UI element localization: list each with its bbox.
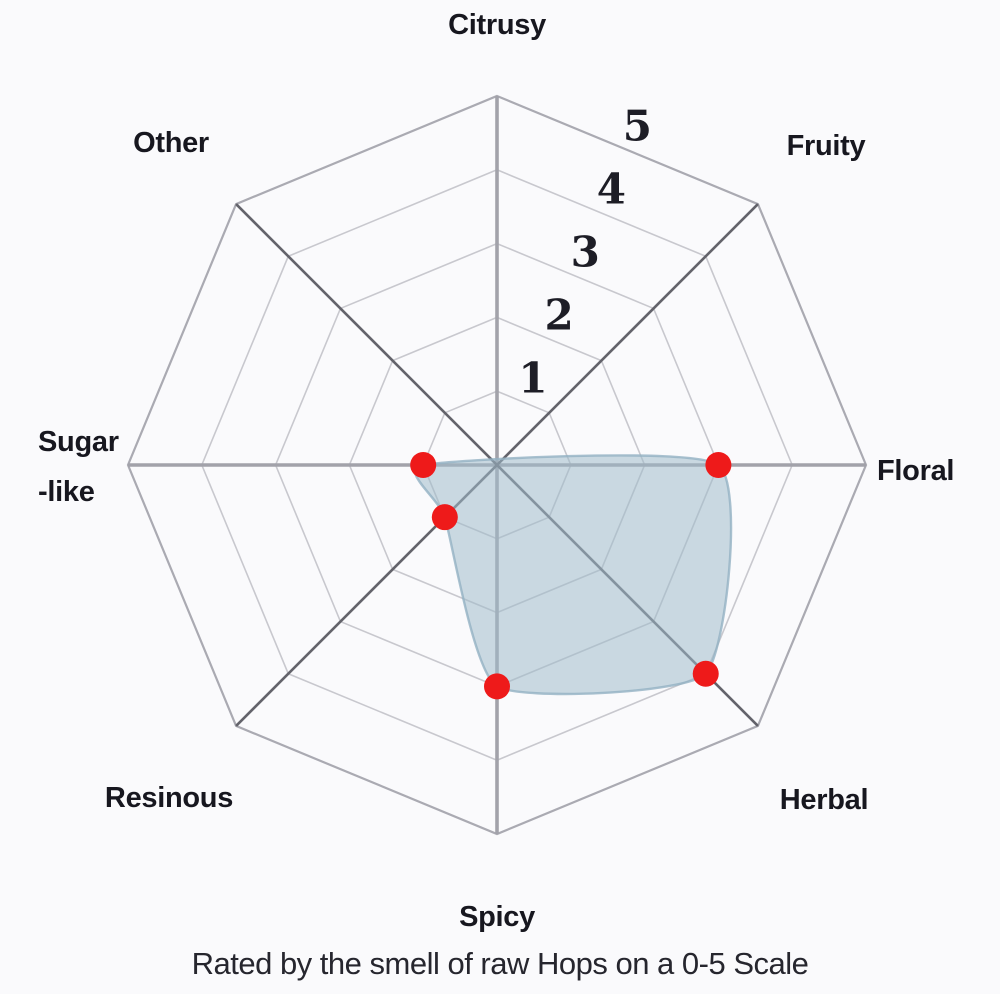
axis-label-sugarlike: Sugar -like	[38, 426, 119, 508]
axis-label-floral: Floral	[877, 455, 954, 487]
tick-label-1: 1	[518, 353, 547, 402]
axis-label-citrusy: Citrusy	[448, 9, 546, 41]
axis-label-resinous: Resinous	[105, 782, 233, 814]
data-point-sugar-like	[410, 452, 437, 478]
axis-label-fruity: Fruity	[787, 130, 866, 162]
data-point-floral	[705, 452, 732, 478]
data-series-area	[414, 454, 733, 696]
axis-label-other: Other	[133, 127, 209, 159]
data-point-herbal	[692, 660, 719, 687]
tick-label-4: 4	[597, 165, 626, 214]
axis-label-spicy: Spicy	[459, 901, 535, 933]
tick-label-3: 3	[571, 228, 600, 277]
data-point-spicy	[484, 673, 510, 700]
data-point-resinous	[431, 504, 458, 531]
chart-caption: Rated by the smell of raw Hops on a 0-5 …	[191, 946, 809, 981]
tick-label-2: 2	[545, 290, 574, 339]
tick-label-5: 5	[623, 102, 652, 151]
axis-label-herbal: Herbal	[780, 784, 868, 816]
